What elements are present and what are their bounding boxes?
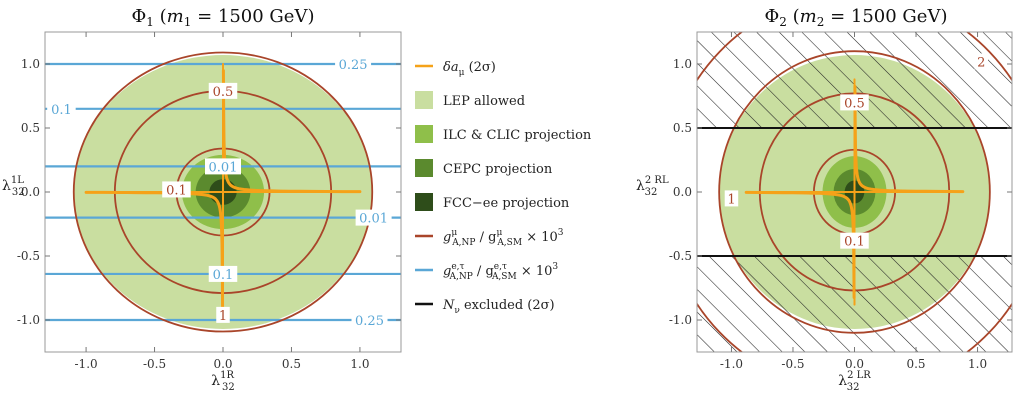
- panel-phi1: Φ1 (m1 = 1500 GeV)0.10.510.250.10.010.01…: [2, 6, 402, 393]
- legend: δaμ (2σ) LEP allowed ILC & CLIC projection…: [415, 60, 592, 316]
- muon-contour-label-bg: [216, 306, 230, 323]
- y-tick-label: -1.0: [17, 313, 40, 327]
- x-tick-label: 0.0: [845, 357, 864, 371]
- electron-contour-label: 0.25: [355, 314, 384, 329]
- muon-contour-label: 0.5: [844, 96, 865, 111]
- plot-area: 0.1 0.5 1 0.25 0.1 0.01 0.01 0.1 0.25: [45, 51, 401, 333]
- legend-item: ge,τ A,NP / ge,τ A,SM × 103: [415, 262, 558, 282]
- y-tick-label: 0.5: [673, 121, 692, 135]
- y-axis-label: λ1L 32: [2, 175, 25, 198]
- legend-label: Nν excluded (2σ): [442, 298, 555, 316]
- muon-contour-label-bg: [974, 53, 988, 70]
- chart-title: Φ2 (m2 = 1500 GeV): [765, 6, 948, 29]
- x-tick-label: -0.5: [781, 357, 804, 371]
- x-tick-label: 0.0: [213, 357, 232, 371]
- legend-label: ge,τ A,NP / ge,τ A,SM × 103: [443, 262, 558, 282]
- x-tick-label: 1.0: [968, 357, 987, 371]
- y-tick-label: 0.0: [673, 185, 692, 199]
- muon-contour-label: 1: [219, 309, 227, 324]
- muon-contour-circle: [72, 51, 374, 333]
- legend-label: gμ A,NP / gμ A,SM × 103: [443, 228, 564, 248]
- legend-item: δaμ (2σ): [415, 60, 496, 78]
- legend-item: Nν excluded (2σ): [415, 298, 555, 316]
- electron-contour-label: 0.1: [51, 103, 72, 118]
- electron-contour-label-bg: [208, 265, 238, 282]
- legend-swatch: [415, 159, 433, 177]
- muon-contour-label-bg: [162, 181, 191, 198]
- electron-contour-label: 0.01: [209, 160, 238, 175]
- muon-contour-label: 2: [977, 55, 985, 70]
- legend-swatch: [415, 193, 433, 211]
- panel-phi2: Φ2 (m2 = 1500 GeV) 0.1 0.5 1 2 -1.0 -0.5 0.0 0.5…: [636, 6, 1013, 393]
- muon-contour-label-bg: [840, 94, 869, 111]
- x-tick-label: -1.0: [75, 357, 98, 371]
- muon-contour-label: 0.1: [844, 235, 865, 250]
- muon-contour-label-bg: [208, 82, 238, 99]
- legend-label: δaμ (2σ): [443, 60, 496, 78]
- legend-label: FCC−ee projection: [443, 196, 570, 211]
- legend-label: ILC & CLIC projection: [443, 128, 592, 143]
- legend-swatch: [415, 125, 433, 143]
- x-axis-label: λ1R 32: [211, 370, 235, 393]
- electron-contour-label: 0.1: [213, 268, 234, 283]
- electron-contour-label-bg: [351, 312, 388, 328]
- legend-item: CEPC projection: [415, 159, 553, 177]
- legend-item: ILC & CLIC projection: [415, 125, 592, 143]
- muon-contour-label: 0.1: [166, 183, 187, 198]
- muon-contour-label: 0.5: [213, 85, 234, 100]
- legend-label: CEPC projection: [443, 162, 553, 177]
- electron-contour-label-bg: [335, 56, 372, 72]
- muon-contour-label-bg: [840, 232, 869, 249]
- electron-contour-label-bg: [355, 209, 392, 226]
- legend-label: LEP allowed: [443, 94, 525, 109]
- muon-contour-circle: [718, 50, 991, 334]
- electron-contour-label: 0.25: [339, 58, 368, 73]
- muon-contour-label: 1: [727, 192, 735, 207]
- legend-swatch: [415, 91, 433, 109]
- amu-branch: [221, 69, 362, 194]
- y-tick-label: -0.5: [17, 249, 40, 263]
- x-tick-label: -1.0: [720, 357, 743, 371]
- x-tick-label: 1.0: [350, 357, 369, 371]
- electron-contour-label-bg: [205, 158, 241, 175]
- x-tick-label: -0.5: [143, 357, 166, 371]
- y-tick-label: 0.5: [21, 121, 40, 135]
- amu-band: [744, 78, 965, 306]
- amu-branch: [853, 85, 965, 194]
- muon-contour-label-bg: [724, 190, 739, 207]
- chart-title: Φ1 (m1 = 1500 GeV): [132, 6, 315, 29]
- electron-contour-label: 0.01: [359, 212, 388, 227]
- electron-contour-label-bg: [47, 100, 76, 117]
- x-tick-label: 0.5: [282, 357, 301, 371]
- plot-area: 0.1 0.5 1 2: [697, 32, 1012, 352]
- y-tick-label: 1.0: [673, 57, 692, 71]
- x-tick-label: 0.5: [906, 357, 925, 371]
- y-tick-label: -0.5: [669, 249, 692, 263]
- legend-item: FCC−ee projection: [415, 193, 570, 211]
- y-axis-label: λ2 RL 32: [636, 175, 669, 198]
- y-tick-label: 0.0: [21, 185, 40, 199]
- y-tick-label: 1.0: [21, 57, 40, 71]
- legend-item: gμ A,NP / gμ A,SM × 103: [415, 228, 564, 248]
- x-axis-label: λ2 LR 32: [838, 370, 871, 393]
- legend-item: LEP allowed: [415, 91, 525, 109]
- y-tick-label: -1.0: [669, 313, 692, 327]
